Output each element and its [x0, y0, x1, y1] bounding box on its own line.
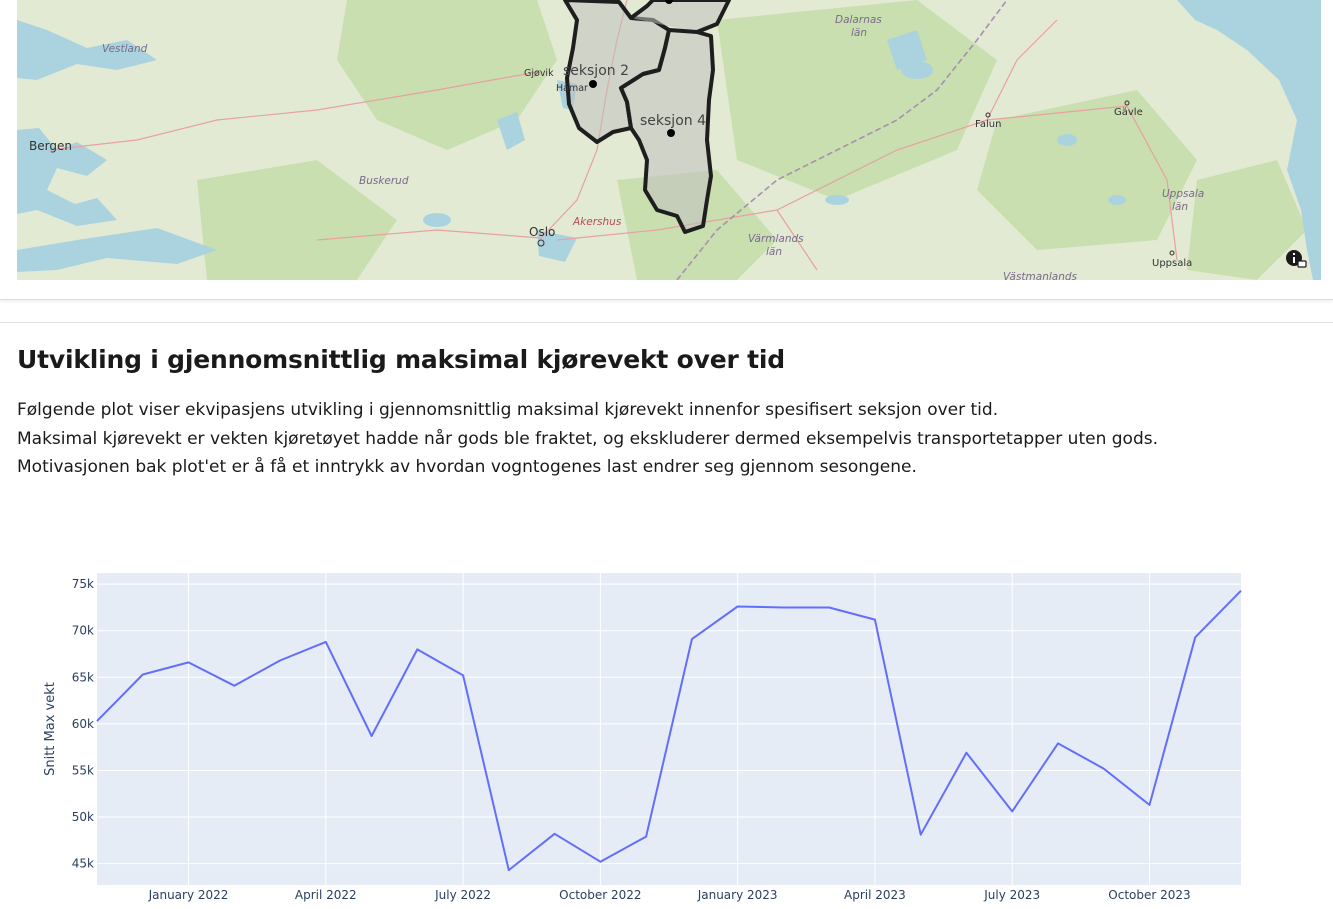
data-point[interactable]	[780, 604, 786, 610]
place-dalarnas-lan: län	[851, 27, 867, 39]
data-point[interactable]	[872, 617, 878, 623]
map-roads	[48, 0, 1178, 271]
map-card: seksjon 2 seksjon 4 Vestland Bergen Busk…	[0, 0, 1333, 300]
place-falun: Falun	[975, 119, 1001, 130]
y-tick-label: 60k	[72, 717, 94, 731]
weight-section: Utvikling i gjennomsnittlig maksimal kjø…	[17, 345, 1317, 482]
data-point[interactable]	[735, 604, 741, 610]
x-tick-label: April 2022	[295, 888, 357, 902]
data-point[interactable]	[1146, 802, 1152, 808]
x-tick-label: July 2023	[983, 888, 1040, 902]
data-point[interactable]	[277, 658, 283, 664]
seksjon-2-marker[interactable]	[589, 80, 597, 88]
y-tick-label: 45k	[72, 857, 94, 871]
section-marker-top[interactable]	[665, 0, 673, 4]
plot-area[interactable]	[97, 573, 1241, 885]
map-city-dots	[537, 100, 1175, 256]
map-place-labels: Vestland Bergen Buskerud Oslo Akershus G…	[29, 14, 1204, 280]
y-axis-ticks: 45k 50k 55k 60k 65k 70k 75k	[72, 577, 94, 870]
data-point[interactable]	[552, 831, 558, 837]
x-tick-label: July 2022	[434, 888, 491, 902]
polygon-seksjon-4[interactable]	[619, 0, 731, 234]
chart-grid	[97, 573, 1241, 885]
x-axis-ticks: January 2022 April 2022 July 2022 October 2…	[148, 888, 1191, 902]
data-point[interactable]	[369, 733, 375, 739]
chart-svg[interactable]: 45k 50k 55k 60k 65k 70k 75k January 2022 April …	[0, 560, 1333, 905]
data-point[interactable]	[963, 750, 969, 756]
data-point[interactable]	[414, 646, 420, 652]
place-vestland: Vestland	[102, 43, 148, 55]
description-paragraph-2: Maksimal kjørevekt er vekten kjøretøyet …	[17, 428, 1159, 449]
map-lakes	[423, 61, 1126, 227]
place-akershus: Akershus	[572, 216, 622, 228]
data-point[interactable]	[94, 718, 100, 724]
description-paragraph-3: Motivasjonen bak plot'et er å få et innt…	[17, 457, 917, 477]
data-point[interactable]	[460, 672, 466, 678]
place-varmlands: Värmlands	[748, 233, 804, 245]
y-tick-label: 50k	[72, 810, 94, 824]
data-point[interactable]	[506, 867, 512, 873]
section-description: Følgende plot viser ekvipasjens utviklin…	[17, 396, 1317, 482]
y-tick-label: 65k	[72, 670, 94, 684]
section-title: Utvikling i gjennomsnittlig maksimal kjø…	[17, 345, 785, 374]
data-point[interactable]	[231, 683, 237, 689]
data-point[interactable]	[140, 672, 146, 678]
data-point[interactable]	[643, 834, 649, 840]
seksjon-2-label: seksjon 2	[563, 63, 629, 79]
section-map[interactable]: seksjon 2 seksjon 4 Vestland Bergen Busk…	[17, 0, 1321, 280]
place-uppsala-lan: Uppsala	[1162, 188, 1204, 200]
weight-chart[interactable]: 45k 50k 55k 60k 65k 70k 75k January 2022 April …	[0, 560, 1333, 905]
map-border	[676, 0, 1008, 280]
data-point[interactable]	[1192, 634, 1198, 640]
place-uppsala: Uppsala	[1152, 258, 1192, 269]
place-vastmanlands: Västmanlands	[1003, 271, 1078, 280]
map-canvas[interactable]: seksjon 2 seksjon 4 Vestland Bergen Busk…	[17, 0, 1321, 280]
data-point[interactable]	[323, 639, 329, 645]
info-circle-icon[interactable]	[1285, 248, 1307, 270]
x-tick-label: April 2023	[844, 888, 906, 902]
y-tick-label: 75k	[72, 577, 94, 591]
place-varmlands-lan: län	[766, 246, 782, 258]
y-tick-label: 70k	[72, 624, 94, 638]
place-gavle: Gävle	[1114, 107, 1143, 118]
data-point[interactable]	[1009, 808, 1015, 814]
data-point[interactable]	[689, 636, 695, 642]
data-point[interactable]	[1055, 740, 1061, 746]
x-tick-label: October 2022	[559, 888, 641, 902]
section-polygons[interactable]	[563, 0, 731, 234]
data-point[interactable]	[1238, 588, 1244, 594]
place-uppsala-lan-2: län	[1172, 201, 1188, 213]
seksjon-4-label: seksjon 4	[640, 113, 706, 129]
place-dalarnas: Dalarnas	[835, 14, 882, 26]
x-tick-label: October 2023	[1108, 888, 1190, 902]
data-point[interactable]	[918, 832, 924, 838]
data-point[interactable]	[1101, 766, 1107, 772]
series-line[interactable]	[96, 589, 1242, 872]
place-oslo: Oslo	[529, 225, 555, 239]
y-tick-label: 55k	[72, 763, 94, 777]
place-buskerud: Buskerud	[359, 175, 409, 187]
place-bergen: Bergen	[29, 139, 72, 153]
x-tick-label: January 2023	[697, 888, 778, 902]
map-water	[17, 0, 1321, 280]
data-point[interactable]	[597, 859, 603, 865]
data-point[interactable]	[186, 659, 192, 665]
data-point[interactable]	[826, 604, 832, 610]
x-tick-label: January 2022	[148, 888, 229, 902]
section-divider	[0, 322, 1333, 323]
place-gjovik: Gjøvik	[524, 68, 554, 79]
place-hamar: Hamar	[556, 83, 588, 94]
seksjon-4-marker[interactable]	[667, 129, 675, 137]
description-paragraph-1: Følgende plot viser ekvipasjens utviklin…	[17, 400, 999, 420]
y-axis-title: Snitt Max vekt	[43, 682, 58, 776]
